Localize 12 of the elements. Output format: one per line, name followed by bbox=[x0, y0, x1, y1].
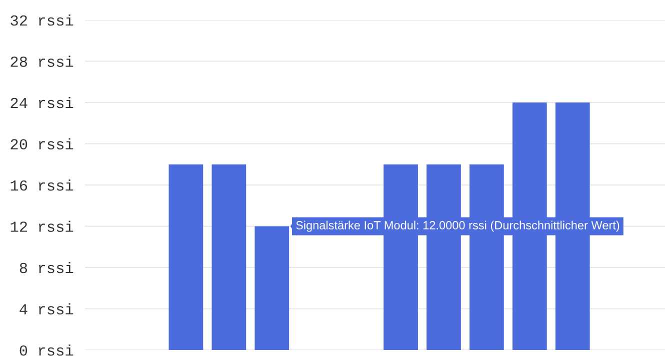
bar bbox=[212, 164, 246, 350]
y-tick-label: 0 rssi bbox=[20, 344, 74, 356]
y-tick-label: 4 rssi bbox=[20, 303, 74, 314]
y-tick-label: 20 rssi bbox=[10, 138, 74, 150]
y-tick-label: 28 rssi bbox=[10, 56, 74, 67]
y-tick-label: 24 rssi bbox=[10, 96, 74, 108]
y-tick-label: 8 rssi bbox=[20, 262, 74, 274]
y-tick-label: 16 rssi bbox=[10, 179, 74, 191]
bar bbox=[168, 164, 204, 350]
y-tick-label: 12 rssi bbox=[10, 220, 74, 232]
y-tick-label: 32 rssi bbox=[10, 14, 74, 26]
annotation: Signalstärke IoT Modul: 12.0000 rssi (Durchschnittlicher Wert) bbox=[296, 220, 620, 232]
